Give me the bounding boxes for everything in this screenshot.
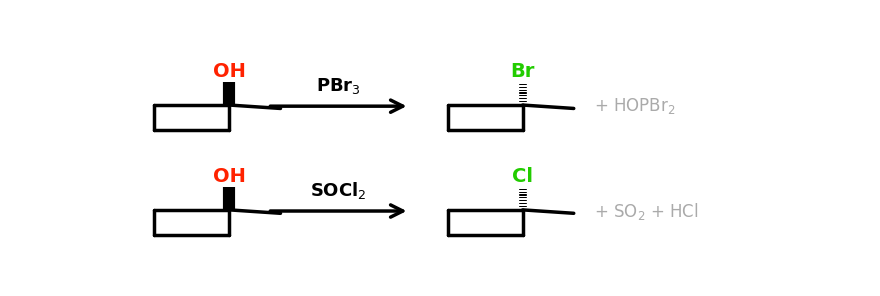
Text: OH: OH	[213, 167, 246, 186]
Text: + SO$_2$ + HCl: + SO$_2$ + HCl	[594, 200, 699, 221]
Text: Cl: Cl	[512, 167, 533, 186]
Text: + HOPBr$_2$: + HOPBr$_2$	[594, 96, 676, 116]
Text: OH: OH	[213, 62, 246, 81]
Text: SOCl$_2$: SOCl$_2$	[310, 180, 367, 201]
Text: Br: Br	[510, 62, 535, 81]
Text: PBr$_3$: PBr$_3$	[316, 76, 361, 96]
